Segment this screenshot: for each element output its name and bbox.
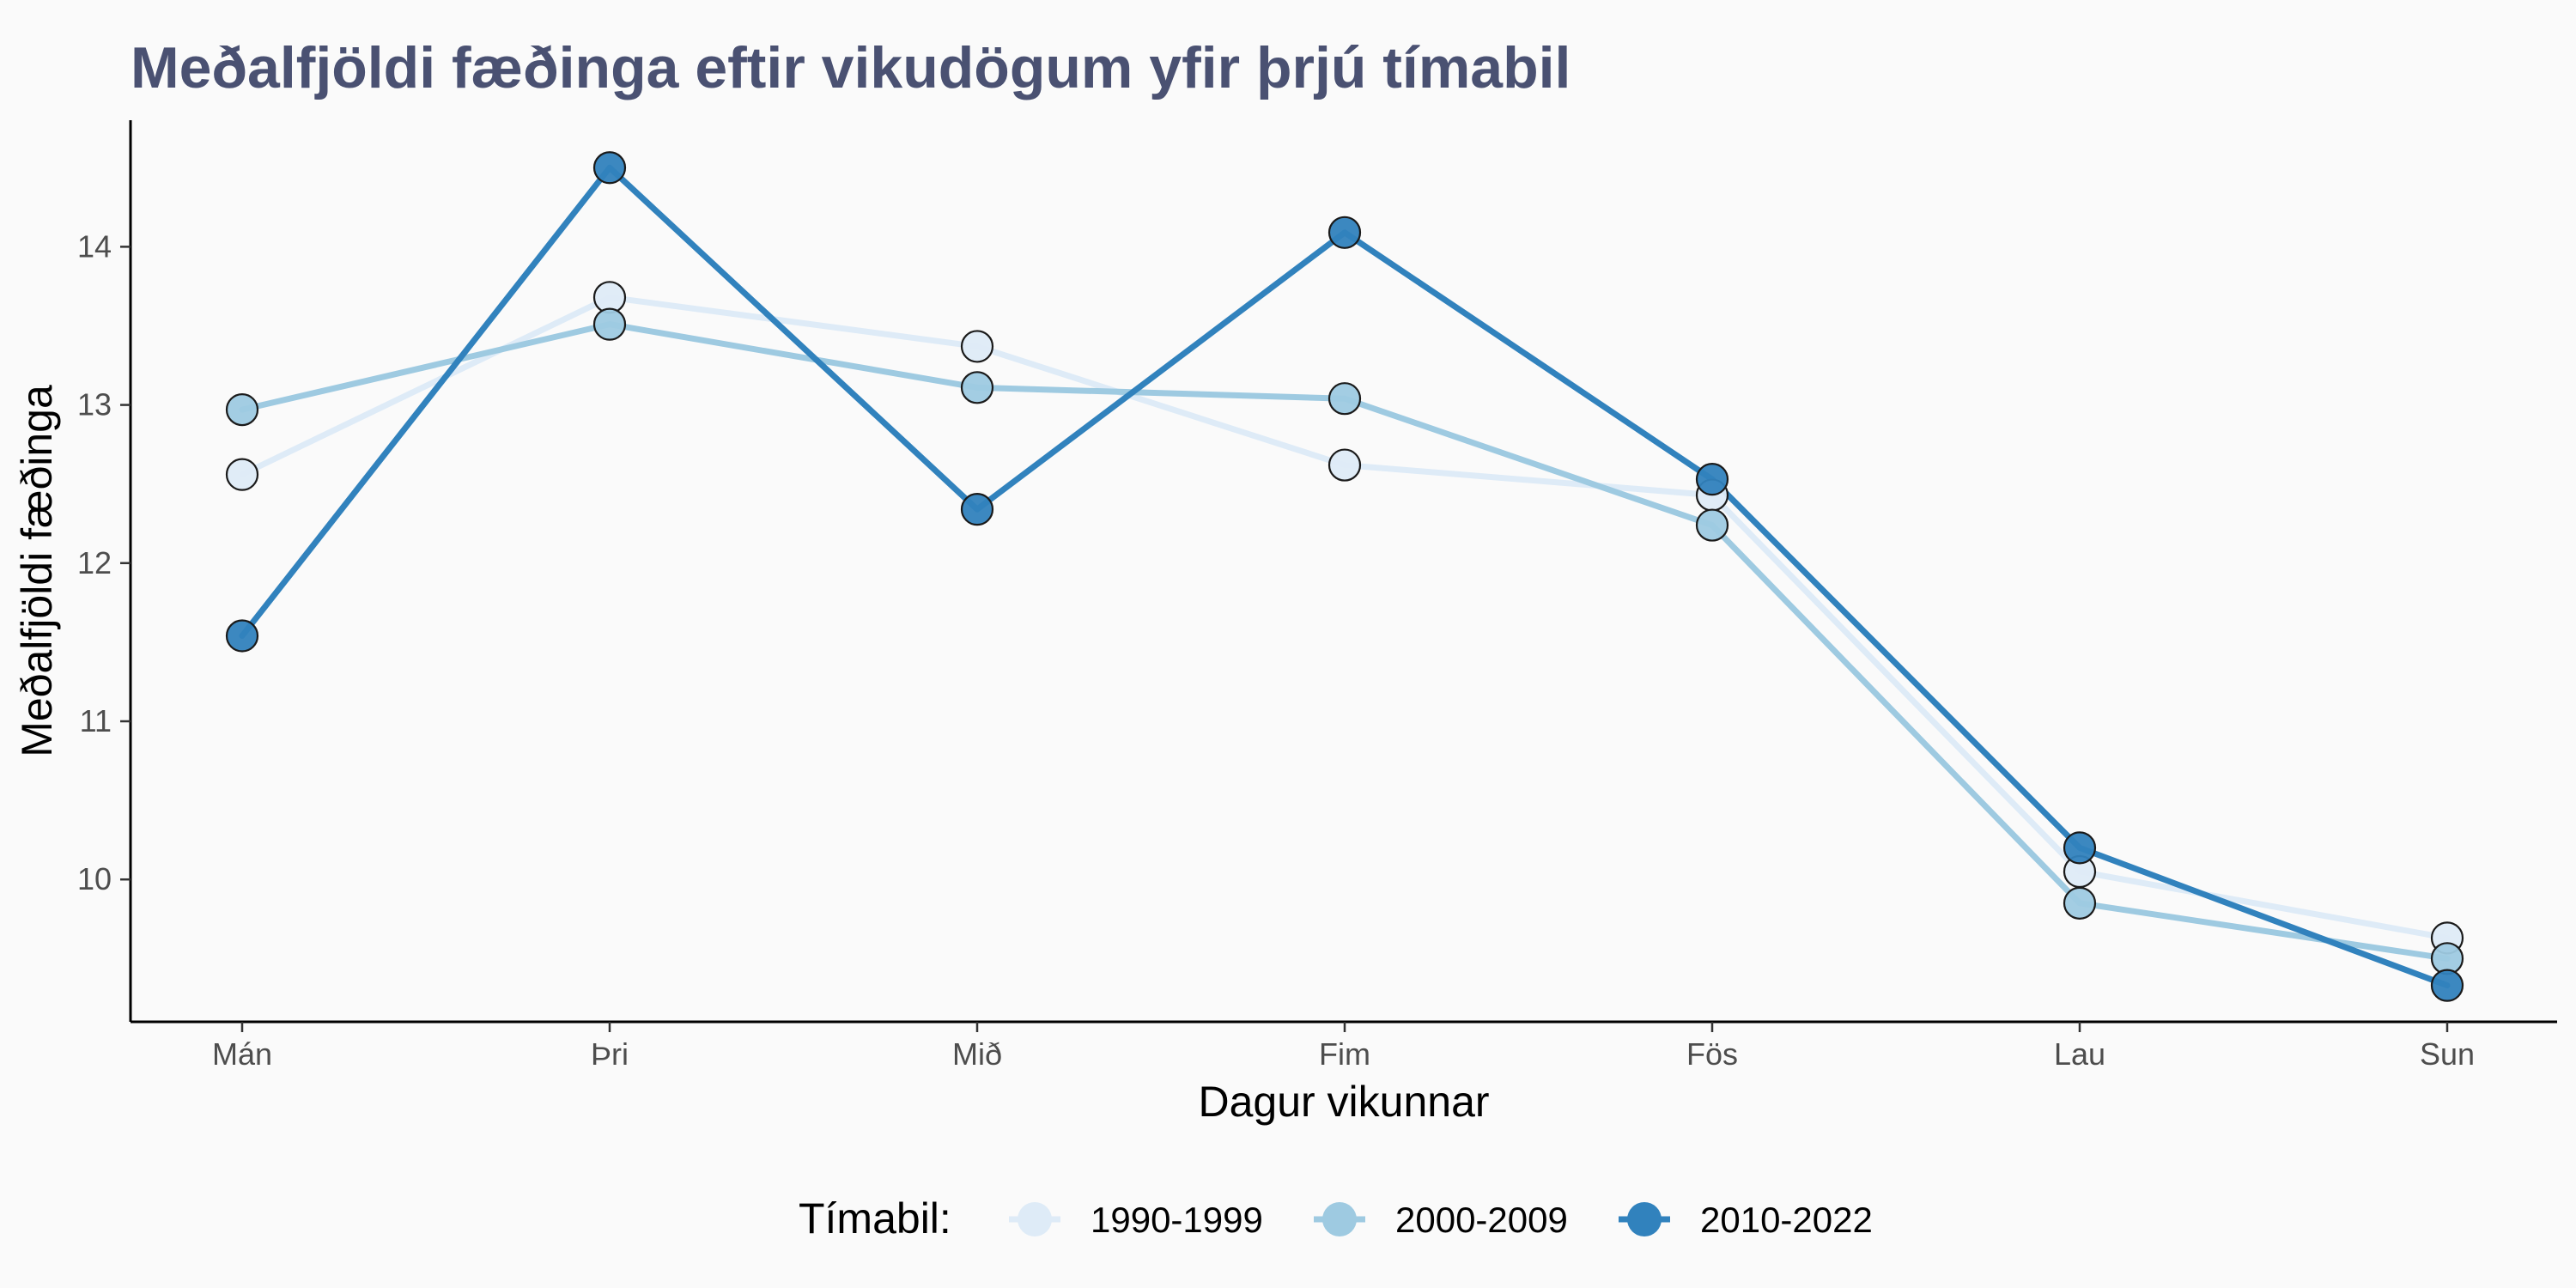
data-point: [2063, 886, 2097, 920]
data-point: [1695, 463, 1729, 496]
legend-key-point: [1018, 1202, 1052, 1236]
y-tick-label: 10: [77, 861, 112, 896]
data-point: [960, 493, 994, 526]
y-axis-title: Meðalfjöldi fæðinga: [13, 385, 61, 757]
y-tick-label: 12: [77, 545, 112, 580]
legend-item: 1990-1999: [1009, 1200, 1263, 1240]
legend-label: 2010-2022: [1700, 1200, 1873, 1240]
legend-item: 2010-2022: [1619, 1200, 1873, 1240]
data-point: [960, 371, 994, 404]
data-point: [1695, 508, 1729, 542]
x-tick-label: Lau: [2054, 1036, 2105, 1072]
x-axis-title: Dagur vikunnar: [1198, 1078, 1489, 1126]
legend-item: 2000-2009: [1314, 1200, 1568, 1240]
data-point: [225, 458, 259, 491]
data-point: [1327, 382, 1362, 416]
data-point: [1327, 448, 1362, 482]
legend: Tímabil: 1990-1999 2000-2009 2010-2022: [799, 1194, 1873, 1242]
series-line-2010-2022: [239, 164, 2451, 989]
chart-title: Meðalfjöldi fæðinga eftir vikudögum yfir…: [131, 35, 1571, 100]
legend-title: Tímabil:: [799, 1194, 951, 1242]
x-tick-label: Fös: [1686, 1036, 1738, 1072]
x-tick-label: Þri: [591, 1036, 629, 1072]
series-points-2000-2009: [225, 307, 2464, 975]
series-layer: [225, 151, 2464, 1002]
series-points-2010-2022: [225, 151, 2464, 1002]
x-tick-label: Sun: [2420, 1036, 2475, 1072]
x-tick-label: Mið: [952, 1036, 1002, 1072]
y-tick-label: 14: [77, 228, 112, 264]
legend-label: 2000-2009: [1395, 1200, 1568, 1240]
y-tick-label: 13: [77, 387, 112, 422]
data-point: [2063, 831, 2097, 865]
legend-key-point: [1627, 1202, 1662, 1236]
data-point: [592, 307, 627, 341]
x-tick-label: Mán: [212, 1036, 272, 1072]
data-point: [2430, 969, 2464, 1002]
data-point: [592, 151, 627, 185]
legend-key-point: [1322, 1202, 1357, 1236]
data-point: [960, 330, 994, 363]
y-tick-label: 11: [80, 703, 112, 738]
data-point: [1327, 216, 1362, 249]
data-point: [225, 393, 259, 427]
x-tick-label: Fim: [1319, 1036, 1370, 1072]
legend-label: 1990-1999: [1091, 1200, 1263, 1240]
axes: 10 11 12 13 14 Mán Þri Mið Fim Fös Lau Sun: [77, 120, 2557, 1072]
data-point: [225, 619, 259, 653]
